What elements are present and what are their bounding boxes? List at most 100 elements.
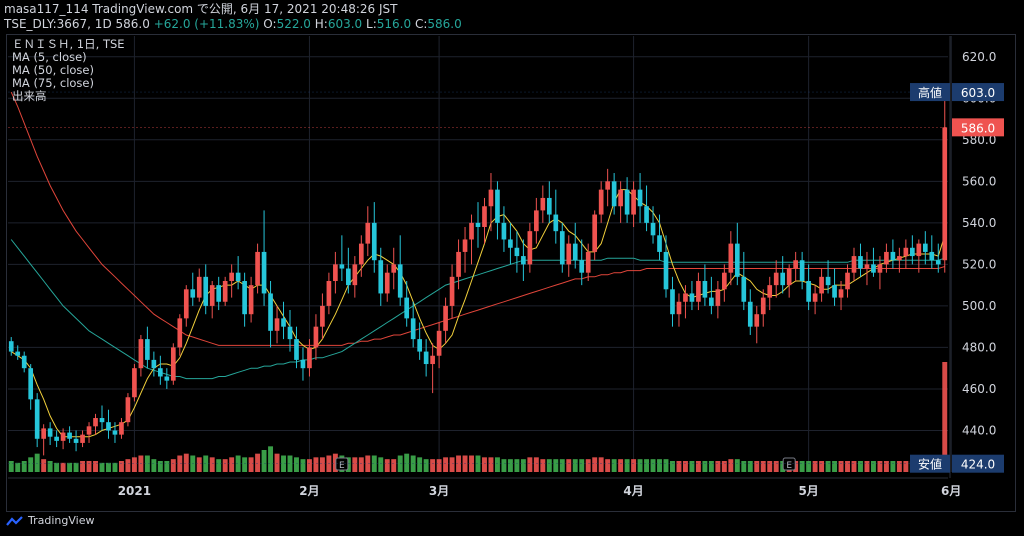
candle-body [430,355,435,365]
volume-bar [546,459,552,472]
candle-body [320,305,325,327]
candle-body [436,330,442,356]
volume-bar [819,461,825,472]
volume-bar [832,461,838,472]
candle-body [890,251,896,261]
volume-bar [456,455,462,472]
volume-bar [845,461,850,472]
volume-bar [566,459,572,472]
candle-body [644,206,649,223]
volume-bar [443,457,449,472]
candle-body [339,264,345,269]
candle-body [618,189,623,207]
candle-body [235,272,241,281]
volume-bar [144,455,150,472]
candle-body [637,189,643,207]
volume-bar [858,461,863,472]
volume-bar [650,459,656,472]
volume-bar [371,455,377,472]
volume-bar [28,457,34,472]
legend-title: ＥＮＩＳＨ, 1日, TSE [12,37,125,51]
candle-body [397,264,403,298]
candle-body [28,368,34,400]
volume-bar [274,453,280,472]
volume-bar [734,459,740,472]
candle-body [715,289,721,306]
candle-body [151,359,157,369]
candle-body [86,426,92,435]
candle-body [229,272,234,281]
volume-bar [870,461,876,472]
candle-body [793,260,798,269]
volume-bar [637,459,643,472]
chart-header: masa117_114 TradingView.com で公開, 6月 17, … [4,2,462,32]
volume-bar [54,462,60,472]
volume-bar [106,462,111,472]
volume-bar [222,459,228,472]
candle-body [261,251,267,294]
candle-body [158,368,163,377]
candle-body [786,268,792,286]
candle-body [501,222,507,240]
volume-bar [248,457,254,472]
candlesticks [8,92,948,456]
candle-body [469,222,474,240]
candle-body [572,243,578,261]
candle-body [281,318,286,327]
low-value: 516.0 [376,17,412,31]
candle-body [521,256,526,265]
y-tick-label: 500.0 [962,299,996,313]
candle-body [47,428,53,437]
candle-body [741,276,747,302]
y-tick-label: 560.0 [962,174,996,188]
volume-bar [864,461,870,472]
candle-body [592,214,598,252]
candle-body [60,432,66,441]
candle-body [508,239,513,248]
candle-body [696,280,701,302]
candle-body [884,251,889,265]
candle-body [916,243,922,257]
volume-bar [80,461,86,472]
last-price-badge-value-box [952,118,1004,137]
candle-body [248,285,254,315]
candle-body [812,293,818,302]
volume-bar [358,457,364,472]
volume-bar [60,462,66,472]
volume-bar [449,457,455,472]
volume-bar [268,446,274,472]
symbol-price: TSE_DLY:3667, 1D 586.0 [4,17,150,31]
candle-body [41,428,46,439]
legend-ma50[interactable]: MA (50, close) [12,63,94,77]
volume-bar [417,457,423,472]
candle-body [670,289,675,315]
high-badge-value-box [952,83,1004,102]
candle-body [903,247,909,257]
legend-volume[interactable]: 出来高 [12,89,47,103]
candle-body [222,280,228,302]
candle-body [112,430,118,435]
candle-body [922,243,928,252]
volume-bar [767,461,773,472]
candle-body [605,181,610,190]
volume-bar [281,455,286,472]
candle-body [371,222,377,261]
candle-body [190,289,196,298]
legend-ma5[interactable]: MA (5, close) [12,50,87,64]
brand-label[interactable]: TradingView [28,514,95,527]
candle-body [54,436,59,441]
legend-ma75[interactable]: MA (75, close) [12,76,94,90]
candle-body [8,341,14,352]
volume-bar [216,459,222,472]
high-badge-label: 高値 [918,85,942,100]
candle-body [410,318,416,340]
volume-bar [728,459,734,472]
candle-body [624,189,630,215]
earnings-marker [335,457,349,471]
volume-bar [533,457,539,472]
volume-bar [170,459,176,472]
candle-body [300,359,306,369]
candle-body [579,260,585,273]
candle-body [106,422,111,431]
